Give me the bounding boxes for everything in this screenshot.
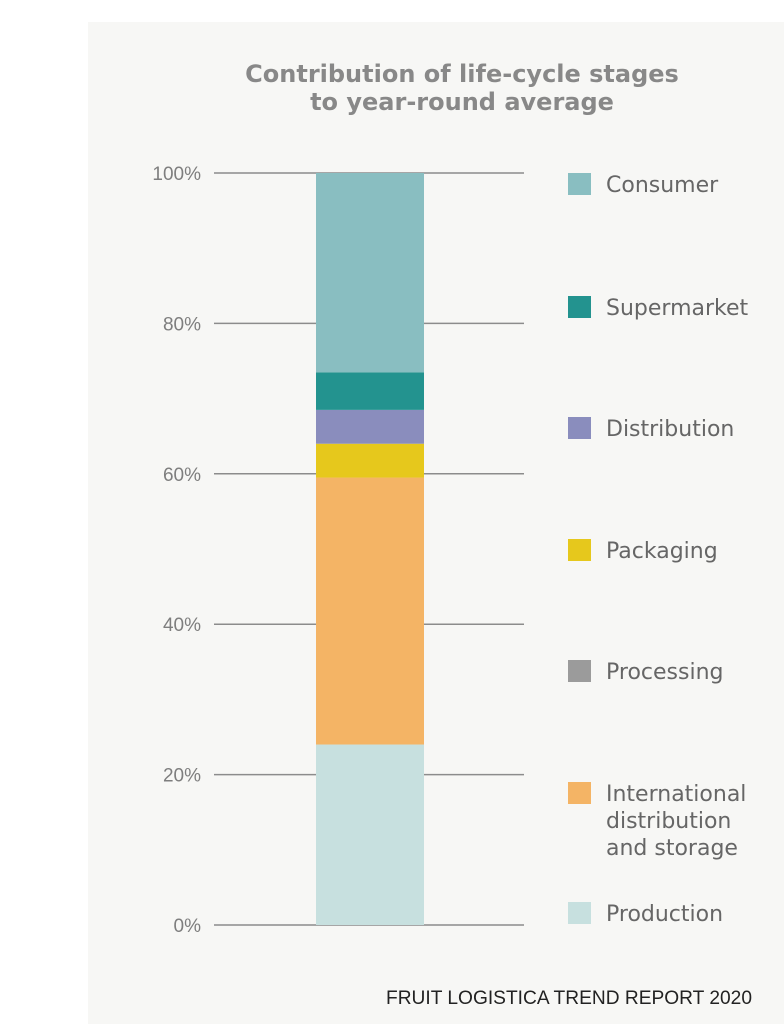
- source-credit: FRUIT LOGISTICA TREND REPORT 2020: [386, 988, 752, 1009]
- bar-segment-packaging: [316, 443, 424, 478]
- bar-segment-consumer: [316, 173, 424, 373]
- legend-swatch-consumer: [568, 173, 591, 195]
- y-tick-label: 100%: [152, 164, 201, 185]
- legend-label-international-distribution-and-storage: International: [606, 782, 746, 807]
- y-tick-label: 20%: [163, 766, 201, 787]
- legend-label-supermarket: Supermarket: [606, 296, 749, 321]
- y-tick-label: 60%: [163, 465, 201, 486]
- y-axis-ticks: 0% 20% 40% 60% 80% 100%: [152, 164, 201, 937]
- legend-label-processing: Processing: [606, 660, 723, 685]
- legend-label-international-distribution-and-storage: distribution: [606, 809, 731, 834]
- stacked-bar: [316, 173, 424, 925]
- y-tick-label: 40%: [163, 615, 201, 636]
- legend-label-international-distribution-and-storage: and storage: [606, 836, 738, 861]
- y-tick-label: 0%: [174, 916, 202, 937]
- legend-swatch-production: [568, 902, 591, 924]
- legend-label-production: Production: [606, 902, 723, 927]
- legend-swatch-international-distribution-and-storage: [568, 782, 591, 804]
- bar-segment-distribution: [316, 409, 424, 444]
- chart-title-line-1: Contribution of life-cycle stages: [245, 60, 679, 88]
- legend-swatch-supermarket: [568, 296, 591, 318]
- legend-swatch-processing: [568, 660, 591, 682]
- chart-panel: [88, 22, 784, 1024]
- bar-segment-production: [316, 744, 424, 925]
- bar-segment-international-distribution-and-storage: [316, 477, 424, 745]
- y-tick-label: 80%: [163, 314, 201, 335]
- chart-title-line-2: to year-round average: [310, 88, 614, 116]
- legend-label-packaging: Packaging: [606, 539, 718, 564]
- legend-label-consumer: Consumer: [606, 173, 719, 198]
- bar-segment-supermarket: [316, 372, 424, 410]
- legend-swatch-distribution: [568, 417, 591, 439]
- legend-label-distribution: Distribution: [606, 417, 734, 442]
- legend-swatch-packaging: [568, 539, 591, 561]
